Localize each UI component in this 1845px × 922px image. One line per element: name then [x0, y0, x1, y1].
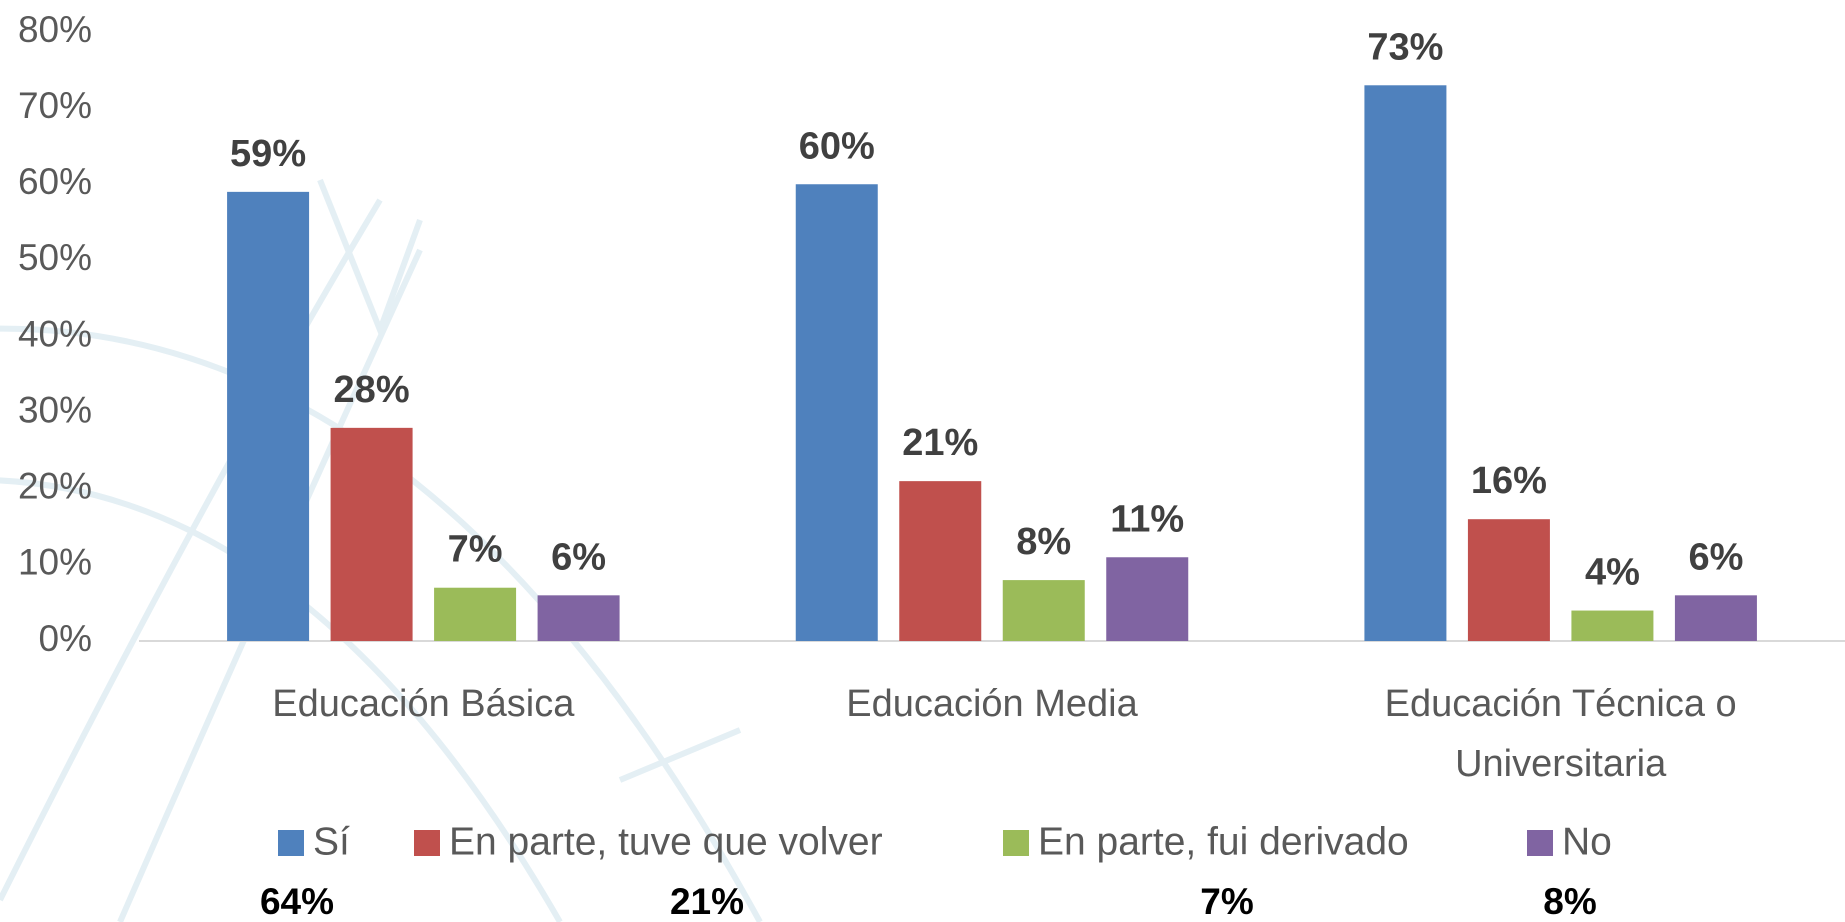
bar [1364, 85, 1446, 641]
bar [899, 481, 981, 641]
bar [538, 595, 620, 641]
data-label: 7% [448, 529, 503, 571]
y-tick-label: 20% [18, 466, 92, 507]
data-label: 60% [799, 125, 875, 167]
y-tick-label: 60% [18, 161, 92, 202]
bar [227, 192, 309, 641]
bar [1106, 557, 1188, 641]
y-tick-label: 50% [18, 237, 92, 278]
bar [1571, 611, 1653, 641]
legend-swatch [1003, 830, 1029, 856]
legend-label: No [1562, 820, 1612, 863]
bar [1003, 580, 1085, 641]
bar [434, 588, 516, 641]
x-tick-label: Educación Básica [203, 674, 643, 734]
y-tick-label: 40% [18, 313, 92, 354]
x-tick-label: Educación Media [772, 674, 1212, 734]
overall-label: 8% [1543, 881, 1596, 922]
data-label: 6% [551, 536, 606, 578]
y-tick-label: 30% [18, 389, 92, 430]
bar [796, 184, 878, 641]
y-tick-label: 80% [18, 9, 92, 50]
bar [331, 428, 413, 641]
data-label: 28% [334, 369, 410, 411]
overall-label: 64% [260, 881, 334, 922]
legend-label: En parte, fui derivado [1038, 820, 1409, 863]
data-label: 73% [1367, 26, 1443, 68]
page: 0% 10% 20% 30% 40% 50% 60% 70% 80% 59% 28% 7% 6% 60% 2… [0, 0, 1845, 922]
overall-label: 7% [1200, 881, 1253, 922]
legend-swatch [1527, 830, 1553, 856]
y-tick-label: 70% [18, 85, 92, 126]
data-label: 11% [1110, 498, 1184, 540]
legend-label: En parte, tuve que volver [449, 820, 883, 863]
data-label: 59% [230, 133, 306, 175]
y-tick-label: 10% [18, 542, 92, 583]
legend-label: Sí [313, 820, 350, 863]
data-label: 8% [1016, 521, 1071, 563]
bar [1468, 519, 1550, 641]
data-label: 21% [902, 422, 978, 464]
overall-label: 21% [670, 881, 744, 922]
bar [1675, 595, 1757, 641]
data-label: 6% [1688, 536, 1743, 578]
legend-swatch [278, 830, 304, 856]
legend-swatch [414, 830, 440, 856]
data-label: 4% [1585, 552, 1640, 594]
y-tick-label: 0% [39, 618, 92, 659]
x-tick-label: Educación Técnica o Universitaria [1341, 674, 1781, 794]
data-label: 16% [1471, 460, 1547, 502]
